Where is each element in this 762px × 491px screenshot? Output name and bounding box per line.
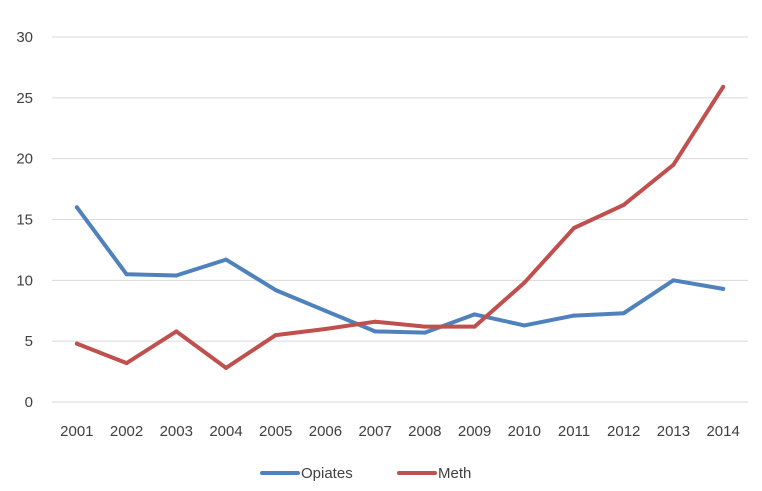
data-point-opiates [323,308,328,313]
x-tick-label: 2013 [657,423,690,440]
x-tick-label: 2006 [309,423,342,440]
x-tick-label: 2008 [408,423,441,440]
data-point-meth [472,324,477,329]
data-point-opiates [572,313,576,318]
y-tick-label: 15 [16,212,33,229]
data-point-opiates [671,278,676,283]
y-tick-label: 25 [16,90,33,107]
data-point-meth [273,333,278,338]
data-point-meth [124,361,129,366]
data-point-opiates [124,272,129,277]
y-tick-label: 5 [25,333,33,350]
y-axis-ticks: 0 5 10 15 20 25 30 [16,29,33,411]
series-lines [74,84,726,370]
y-tick-label: 30 [16,29,33,46]
data-point-meth [721,84,726,89]
series-line-opiates [74,205,726,335]
data-point-opiates [74,205,79,210]
x-axis-ticks: 2001 2002 2003 2004 2005 2006 2007 2008 2009 2010… [60,423,740,440]
x-tick-label: 2002 [110,423,143,440]
data-point-meth [224,365,228,370]
x-tick-label: 2004 [209,423,242,440]
x-tick-label: 2010 [508,423,541,440]
data-point-meth [174,329,179,334]
data-point-opiates [273,288,278,293]
x-tick-label: 2003 [160,423,193,440]
legend-label-opiates: Opiates [301,465,353,482]
data-point-opiates [472,312,477,317]
data-point-opiates [621,311,626,316]
data-point-meth [323,327,328,331]
data-point-opiates [224,257,228,262]
data-point-meth [422,324,427,329]
x-tick-label: 2011 [558,423,590,440]
x-tick-label: 2001 [60,423,93,440]
gridlines [52,36,748,403]
data-point-opiates [522,323,527,328]
data-point-meth [74,341,79,346]
data-point-opiates [373,329,378,334]
x-tick-label: 2007 [358,423,391,440]
data-point-opiates [422,330,427,335]
x-tick-label: 2009 [458,423,491,440]
legend-label-meth: Meth [438,465,471,482]
data-point-opiates [721,286,726,291]
data-point-meth [373,319,378,324]
legend: Opiates Meth [260,465,471,482]
x-tick-label: 2005 [259,423,292,440]
data-point-meth [621,202,626,207]
y-tick-label: 0 [25,394,33,411]
series-line-meth [74,84,726,370]
x-tick-label: 2012 [607,423,640,440]
data-point-meth [671,162,676,167]
data-point-opiates [174,273,179,278]
data-point-meth [522,280,527,285]
x-tick-label: 2014 [706,423,739,440]
data-point-meth [572,226,576,231]
y-tick-label: 20 [16,151,33,168]
y-tick-label: 10 [16,272,33,289]
